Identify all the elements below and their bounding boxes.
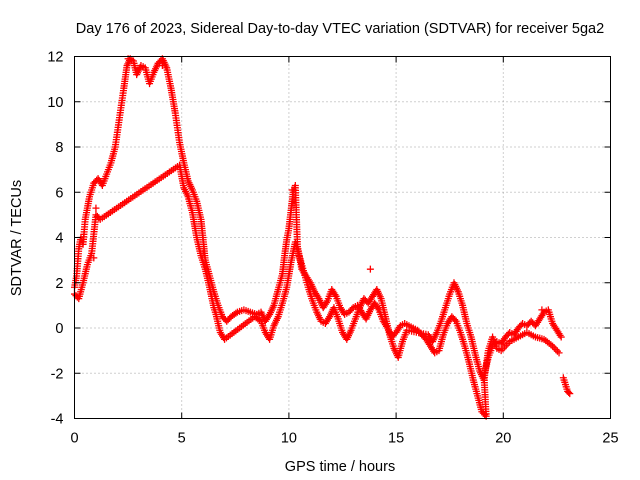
x-tick-label: 25 [602,431,618,447]
data-point [348,305,356,313]
data-point [288,186,296,194]
data-point [90,254,98,262]
data-point [557,333,565,341]
y-tick-label: 0 [55,321,63,337]
y-tick-label: 8 [55,140,63,156]
axis-ticks: 0 5 10 15 20 25 -4 -2 0 2 4 6 8 10 12 [47,50,618,447]
data-point [92,204,100,212]
x-tick-label: 20 [495,431,511,447]
data-point [366,265,374,273]
y-axis-label: SDTVAR / TECUs [9,180,25,296]
data-point [552,345,560,353]
data-point [232,309,240,317]
y-tick-label: 4 [55,231,63,247]
y-tick-label: 6 [55,185,63,201]
x-tick-label: 5 [178,431,186,447]
x-tick-label: 10 [281,431,297,447]
grid-lines [74,56,611,419]
y-tick-label: 12 [47,50,63,66]
data-point [158,62,166,70]
data-point [482,410,490,418]
y-tick-label: -4 [51,412,64,428]
data-point [481,411,489,419]
data-point [565,388,573,396]
x-axis-label: GPS time / hours [285,459,395,475]
data-point [199,249,207,257]
x-tick-label: 0 [70,431,78,447]
data-points [71,55,574,420]
chart-title: Day 176 of 2023, Sidereal Day-to-day VTE… [76,21,604,37]
x-tick-label: 15 [388,431,404,447]
y-tick-label: 10 [47,95,63,111]
data-point [538,306,546,314]
data-point [553,347,561,355]
data-point [451,316,459,324]
data-point [555,349,563,357]
y-tick-label: -2 [51,366,64,382]
y-tick-label: 2 [55,276,63,292]
data-point [459,301,467,309]
data-point [566,390,574,398]
